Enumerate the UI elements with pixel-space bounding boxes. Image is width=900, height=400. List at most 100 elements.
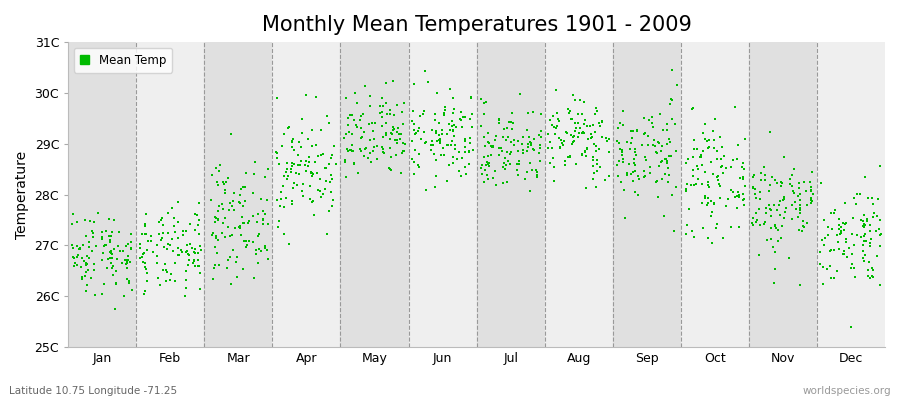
Point bbox=[844, 324, 859, 330]
Point bbox=[491, 145, 506, 151]
Point bbox=[75, 276, 89, 282]
Point bbox=[545, 112, 560, 119]
Point bbox=[872, 243, 886, 249]
Point bbox=[746, 214, 760, 221]
Point bbox=[562, 154, 577, 160]
Point bbox=[768, 222, 782, 229]
Point bbox=[821, 223, 835, 230]
Point bbox=[284, 166, 298, 172]
Point bbox=[477, 179, 491, 185]
Bar bbox=[680, 42, 749, 347]
Point bbox=[617, 215, 632, 221]
Point bbox=[858, 252, 872, 258]
Point bbox=[799, 220, 814, 226]
Point bbox=[753, 177, 768, 184]
Point bbox=[294, 116, 309, 122]
Point bbox=[270, 155, 284, 161]
Point bbox=[763, 212, 778, 219]
Point bbox=[769, 177, 783, 183]
Point bbox=[192, 230, 206, 237]
Point bbox=[220, 264, 235, 271]
Point bbox=[768, 266, 782, 272]
Point bbox=[533, 142, 547, 148]
Point bbox=[590, 108, 605, 114]
Point bbox=[644, 170, 658, 176]
Point bbox=[305, 173, 320, 180]
Point bbox=[222, 254, 237, 260]
Point bbox=[863, 243, 878, 250]
Point bbox=[237, 219, 251, 226]
Point bbox=[524, 142, 538, 148]
Point bbox=[379, 132, 393, 138]
Point bbox=[350, 124, 365, 131]
Point bbox=[125, 287, 140, 293]
Point bbox=[447, 121, 462, 128]
Point bbox=[155, 214, 169, 221]
Point bbox=[586, 122, 600, 128]
Point bbox=[580, 145, 595, 152]
Point bbox=[275, 182, 290, 189]
Point bbox=[627, 148, 642, 155]
Point bbox=[192, 263, 206, 270]
Point bbox=[774, 178, 788, 185]
Point bbox=[211, 182, 225, 189]
Point bbox=[348, 90, 363, 96]
Point bbox=[378, 79, 392, 86]
Point bbox=[88, 243, 103, 249]
Point bbox=[122, 278, 136, 285]
Point bbox=[533, 145, 547, 151]
Point bbox=[225, 202, 239, 209]
Point bbox=[767, 202, 781, 209]
Point bbox=[716, 153, 731, 159]
Point bbox=[138, 223, 152, 229]
Point bbox=[698, 194, 713, 201]
Point bbox=[299, 158, 313, 164]
Point bbox=[306, 171, 320, 177]
Point bbox=[560, 130, 574, 136]
Point bbox=[207, 214, 221, 220]
Point bbox=[541, 131, 555, 138]
Point bbox=[315, 191, 329, 197]
Point bbox=[446, 110, 461, 116]
Point bbox=[638, 130, 652, 136]
Point bbox=[178, 292, 193, 299]
Point bbox=[665, 66, 680, 73]
Point bbox=[112, 229, 127, 236]
Point bbox=[601, 136, 616, 142]
Point bbox=[250, 211, 265, 217]
Point bbox=[218, 234, 232, 240]
Point bbox=[699, 202, 714, 208]
Point bbox=[529, 167, 544, 173]
Point bbox=[104, 248, 119, 254]
Point bbox=[662, 153, 676, 159]
Point bbox=[183, 220, 197, 227]
Point bbox=[158, 278, 173, 285]
Point bbox=[491, 116, 506, 123]
Point bbox=[172, 252, 186, 258]
Point bbox=[548, 131, 562, 138]
Point bbox=[303, 169, 318, 176]
Point bbox=[481, 172, 495, 178]
Point bbox=[702, 137, 716, 143]
Point bbox=[218, 215, 232, 221]
Point bbox=[762, 206, 777, 212]
Point bbox=[655, 143, 670, 149]
Point bbox=[76, 258, 91, 265]
Point bbox=[159, 269, 174, 275]
Point bbox=[563, 116, 578, 122]
Point bbox=[313, 127, 328, 134]
Point bbox=[541, 145, 555, 152]
Point bbox=[475, 162, 490, 168]
Point bbox=[363, 137, 377, 143]
Point bbox=[615, 151, 629, 158]
Point bbox=[150, 274, 165, 281]
Point bbox=[793, 210, 807, 217]
Point bbox=[370, 142, 384, 149]
Point bbox=[407, 127, 421, 133]
Point bbox=[858, 174, 872, 181]
Point bbox=[338, 174, 353, 180]
Point bbox=[66, 253, 80, 260]
Point bbox=[660, 141, 674, 148]
Point bbox=[191, 263, 205, 270]
Point bbox=[269, 148, 284, 155]
